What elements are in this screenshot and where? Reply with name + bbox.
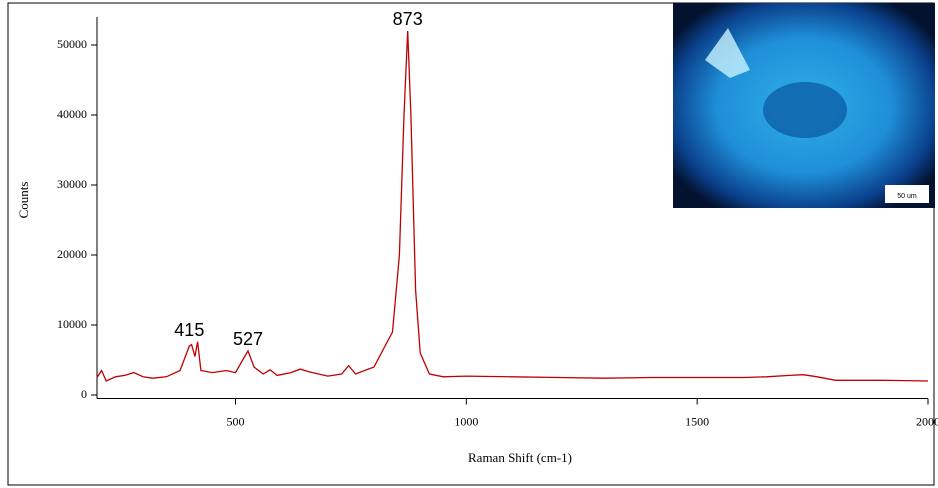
y-tick-label: 10000 [57, 317, 87, 331]
x-tick-label: 500 [227, 414, 245, 428]
x-axis-label: Raman Shift (cm-1) [468, 450, 572, 465]
peak-label: 527 [233, 329, 263, 349]
frame [7, 2, 935, 486]
scale-label: 50 um [897, 193, 917, 200]
x-tick-label: 2000 [916, 414, 938, 428]
y-axis-label: Counts [16, 182, 31, 219]
particle [763, 82, 847, 138]
scale-box [885, 185, 929, 203]
y-tick-label: 20000 [57, 247, 87, 261]
inset-image: 50 um [673, 3, 935, 208]
x-tick-label: 1000 [454, 414, 478, 428]
crystal [705, 28, 750, 78]
y-tick-label: 0 [81, 387, 87, 401]
peak-label: 873 [393, 9, 423, 29]
y-tick-label: 50000 [57, 37, 87, 51]
spectrum-line [96, 30, 929, 382]
x-tick-label: 1500 [685, 414, 709, 428]
peak-label: 415 [174, 320, 204, 340]
y-tick-label: 30000 [57, 177, 87, 191]
y-tick-label: 40000 [57, 107, 87, 121]
